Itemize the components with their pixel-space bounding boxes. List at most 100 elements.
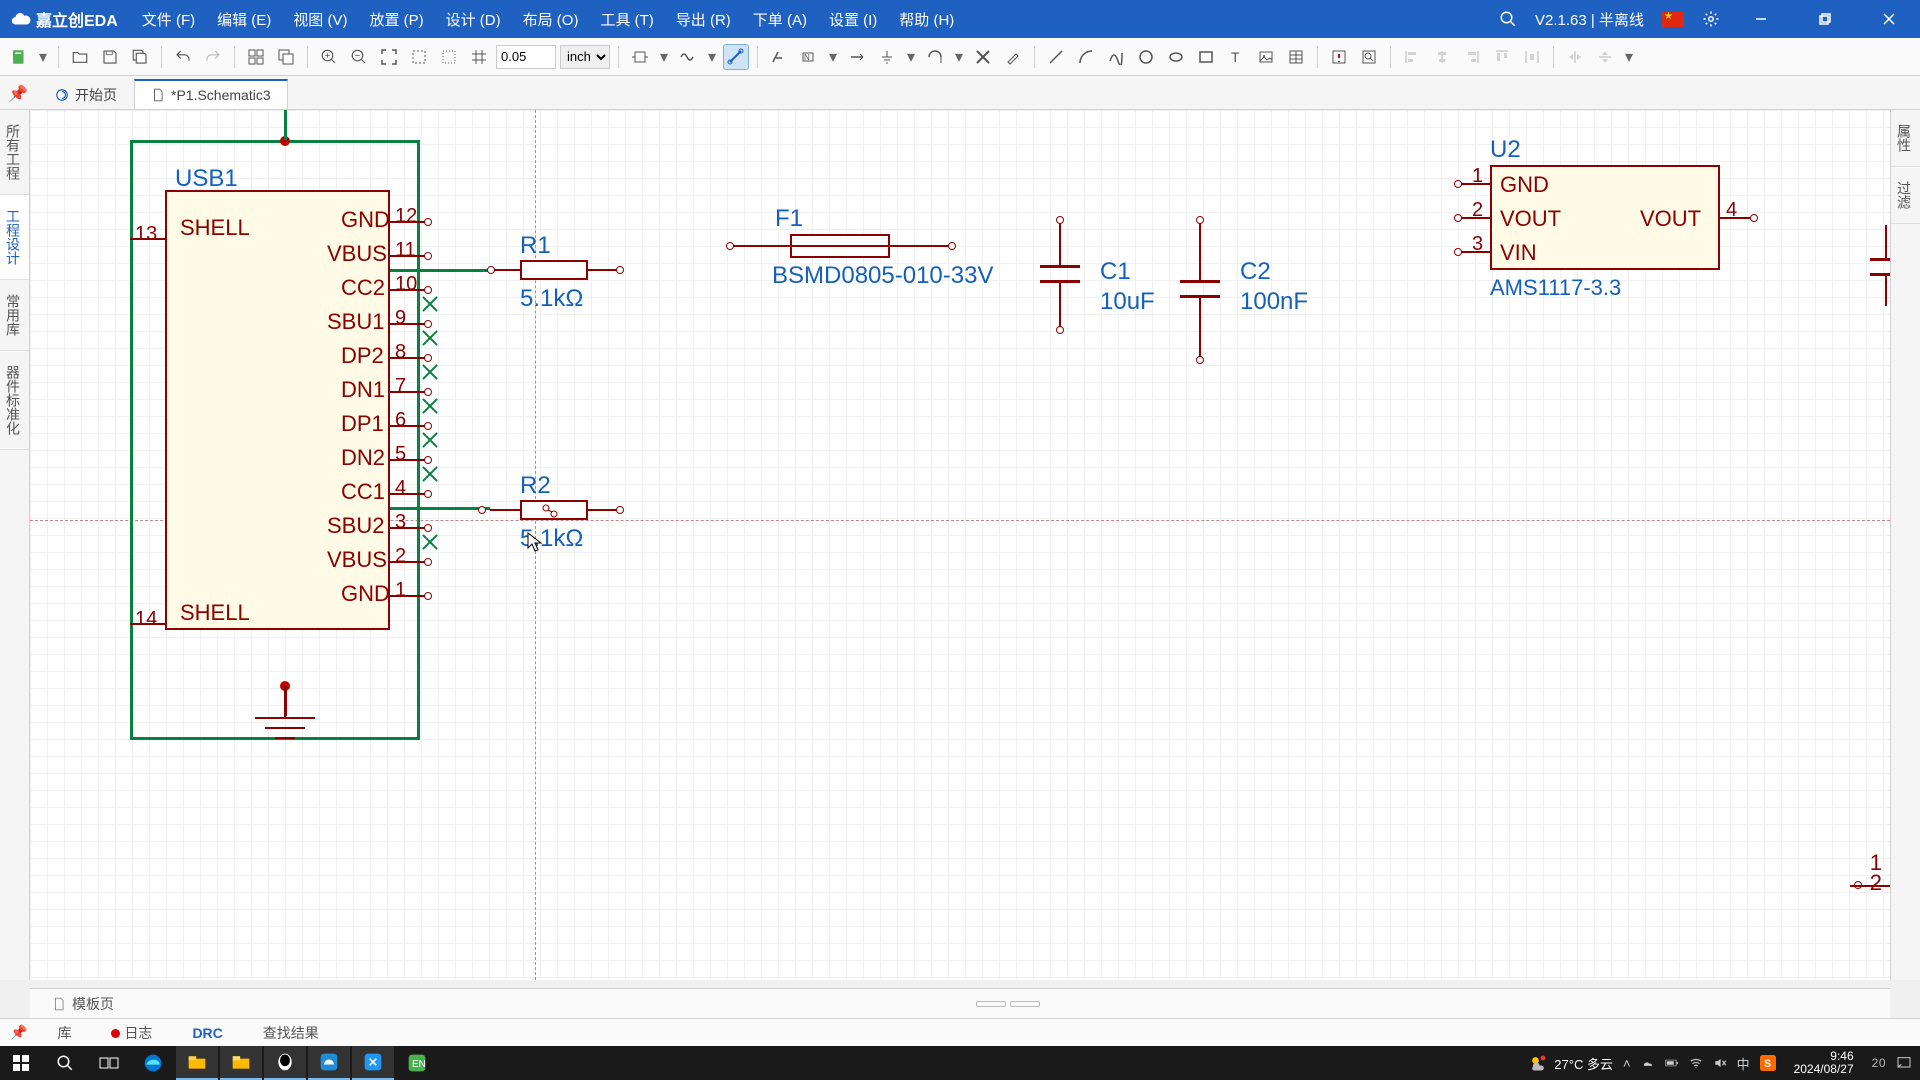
app2-button[interactable]: EN bbox=[396, 1046, 438, 1080]
align-right-button[interactable] bbox=[1459, 44, 1485, 70]
line-button[interactable] bbox=[1043, 44, 1069, 70]
power-button[interactable] bbox=[844, 44, 870, 70]
wire-button[interactable] bbox=[723, 44, 749, 70]
grid-button[interactable] bbox=[466, 44, 492, 70]
menu-place[interactable]: 放置 (P) bbox=[369, 9, 423, 30]
new-button[interactable] bbox=[6, 44, 32, 70]
table-button[interactable] bbox=[1283, 44, 1309, 70]
gnd-dropdown[interactable]: ▾ bbox=[904, 45, 918, 69]
battery-icon[interactable] bbox=[1665, 1056, 1679, 1070]
find-button[interactable] bbox=[1356, 44, 1382, 70]
zoom-fit-button[interactable] bbox=[376, 44, 402, 70]
minimize-button[interactable] bbox=[1738, 3, 1784, 35]
chevron-up-icon[interactable]: ˄ bbox=[1623, 1056, 1631, 1071]
menu-view[interactable]: 视图 (V) bbox=[293, 9, 347, 30]
search-icon[interactable] bbox=[1499, 10, 1517, 28]
panel-properties[interactable]: 属性 bbox=[1891, 110, 1920, 167]
menu-settings[interactable]: 设置 (I) bbox=[829, 9, 877, 30]
grid-size-input[interactable] bbox=[496, 45, 556, 69]
align-left-button[interactable] bbox=[1399, 44, 1425, 70]
panel-common-lib[interactable]: 常用库 bbox=[0, 280, 29, 351]
menu-layout[interactable]: 布局 (O) bbox=[523, 9, 579, 30]
search-button[interactable] bbox=[44, 1046, 86, 1080]
snap-button[interactable] bbox=[436, 44, 462, 70]
panel-project-design[interactable]: 工程设计 bbox=[0, 195, 29, 280]
comp-dropdown[interactable]: ▾ bbox=[657, 45, 671, 69]
zoom-in-button[interactable] bbox=[316, 44, 342, 70]
start-button[interactable] bbox=[0, 1046, 42, 1080]
zoom-out-button[interactable] bbox=[346, 44, 372, 70]
netlabel-button[interactable] bbox=[766, 44, 792, 70]
align-center-button[interactable] bbox=[1429, 44, 1455, 70]
splitter-handle[interactable] bbox=[976, 1001, 1040, 1007]
comp-button[interactable] bbox=[627, 44, 653, 70]
menu-tools[interactable]: 工具 (T) bbox=[600, 9, 653, 30]
edge-button[interactable] bbox=[132, 1046, 174, 1080]
drc-button[interactable] bbox=[1326, 44, 1352, 70]
menu-help[interactable]: 帮助 (H) bbox=[899, 9, 954, 30]
pin-icon[interactable]: 📌 bbox=[0, 1024, 37, 1041]
circle-button[interactable] bbox=[1133, 44, 1159, 70]
volume-icon[interactable] bbox=[1713, 1056, 1727, 1070]
gear-icon[interactable] bbox=[1702, 10, 1720, 28]
undo-button[interactable] bbox=[170, 44, 196, 70]
more-dropdown[interactable]: ▾ bbox=[1622, 45, 1636, 69]
open-button[interactable] bbox=[67, 44, 93, 70]
panel-find[interactable]: 查找结果 bbox=[243, 1019, 339, 1047]
notifications-icon[interactable] bbox=[1896, 1055, 1912, 1071]
canvas-area[interactable]: USB1 SHELL 13 SHELL 14 GND12VBUS11CC210S… bbox=[30, 110, 1890, 980]
maximize-button[interactable] bbox=[1802, 3, 1848, 35]
onedrive-icon[interactable] bbox=[1641, 1056, 1655, 1070]
close-button[interactable] bbox=[1866, 3, 1912, 35]
menu-export[interactable]: 导出 (R) bbox=[676, 9, 731, 30]
pen-button[interactable] bbox=[1000, 44, 1026, 70]
arc-button[interactable] bbox=[1073, 44, 1099, 70]
flag-icon[interactable] bbox=[1662, 12, 1684, 27]
panel-all-projects[interactable]: 所有工程 bbox=[0, 110, 29, 195]
ellipse-button[interactable] bbox=[1163, 44, 1189, 70]
gnd-button[interactable] bbox=[874, 44, 900, 70]
flip-v-button[interactable] bbox=[1592, 44, 1618, 70]
wave-button[interactable] bbox=[675, 44, 701, 70]
eda-button[interactable] bbox=[308, 1046, 350, 1080]
menu-file[interactable]: 文件 (F) bbox=[142, 9, 195, 30]
bus-button[interactable] bbox=[922, 44, 948, 70]
tab-schematic[interactable]: *P1.Schematic3 bbox=[134, 79, 288, 109]
panel-lib[interactable]: 库 bbox=[37, 1019, 91, 1047]
flip-h-button[interactable] bbox=[1562, 44, 1588, 70]
rect-button[interactable] bbox=[1193, 44, 1219, 70]
image-button[interactable] bbox=[1253, 44, 1279, 70]
menu-order[interactable]: 下单 (A) bbox=[753, 9, 807, 30]
unit-select[interactable]: inch bbox=[560, 45, 610, 69]
template-tab[interactable]: 模板页 bbox=[40, 990, 126, 1018]
wifi-icon[interactable] bbox=[1689, 1056, 1703, 1070]
save-button[interactable] bbox=[97, 44, 123, 70]
panel-log[interactable]: 日志 bbox=[91, 1019, 172, 1047]
distribute-h-button[interactable] bbox=[1519, 44, 1545, 70]
text-button[interactable]: T bbox=[1223, 44, 1249, 70]
panel-standardize[interactable]: 器件标准化 bbox=[0, 351, 29, 450]
netflag-button[interactable]: N bbox=[796, 44, 822, 70]
bus-dropdown[interactable]: ▾ bbox=[952, 45, 966, 69]
curve-button[interactable] bbox=[1103, 44, 1129, 70]
panel-drc[interactable]: DRC bbox=[172, 1021, 242, 1045]
ime-indicator[interactable]: 中 bbox=[1737, 1054, 1750, 1073]
clock[interactable]: 9:46 2024/08/27 bbox=[1786, 1050, 1862, 1076]
weather-widget[interactable]: 27°C 多云 bbox=[1528, 1053, 1613, 1073]
netflag-dropdown[interactable]: ▾ bbox=[826, 45, 840, 69]
app1-button[interactable] bbox=[352, 1046, 394, 1080]
new-dropdown[interactable]: ▾ bbox=[36, 45, 50, 69]
folder-button[interactable] bbox=[220, 1046, 262, 1080]
explorer-button[interactable] bbox=[176, 1046, 218, 1080]
align-top-button[interactable] bbox=[1489, 44, 1515, 70]
save-all-button[interactable] bbox=[127, 44, 153, 70]
panel-filter[interactable]: 过滤 bbox=[1891, 167, 1920, 224]
redo-button[interactable] bbox=[200, 44, 226, 70]
noconnect-button[interactable] bbox=[970, 44, 996, 70]
tab-home[interactable]: 开始页 bbox=[38, 79, 134, 109]
group-button[interactable] bbox=[273, 44, 299, 70]
taskview-button[interactable] bbox=[88, 1046, 130, 1080]
pin-icon[interactable]: 📌 bbox=[8, 84, 28, 104]
sogou-icon[interactable]: S bbox=[1760, 1055, 1776, 1071]
qq-button[interactable] bbox=[264, 1046, 306, 1080]
